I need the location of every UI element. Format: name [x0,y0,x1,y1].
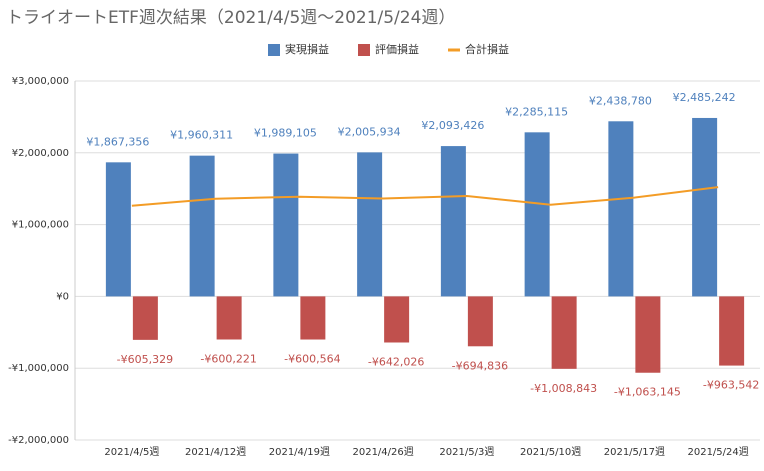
legend-label: 合計損益 [465,42,509,56]
bar [273,153,299,297]
data-label: ¥2,438,780 [589,94,652,107]
data-label: ¥1,867,356 [86,135,149,148]
y-tick-label: -¥2,000,000 [8,435,69,446]
data-label: -¥600,564 [284,353,340,366]
bar [719,296,745,366]
data-label: ¥2,005,934 [338,125,401,138]
bar [524,132,550,297]
line [131,186,719,207]
legend-label: 評価損益 [375,42,419,56]
y-tick-label: -¥1,000,000 [8,363,69,374]
data-label: -¥605,329 [117,353,173,366]
data-label: ¥2,485,242 [673,91,736,104]
bar [300,296,326,340]
bar [105,162,131,297]
bar [635,296,661,373]
data-label: -¥600,221 [200,352,256,365]
legend-label: 実現損益 [285,42,329,56]
bar [132,296,158,340]
bar [608,121,634,297]
bar [551,296,577,369]
data-label: -¥963,542 [703,379,759,392]
bar [467,296,493,347]
data-label: ¥1,960,311 [170,129,233,142]
x-tick-label: 2021/5/24週 [687,446,748,458]
y-tick-label: ¥2,000,000 [12,148,69,159]
bar [357,152,383,297]
x-tick-label: 2021/4/12週 [185,446,246,458]
data-label: ¥2,285,115 [505,105,568,118]
bar [216,296,242,340]
x-tick-label: 2021/5/3週 [439,446,494,458]
y-tick-label: ¥1,000,000 [12,220,69,231]
data-label: -¥642,026 [368,355,424,368]
x-tick-label: 2021/4/26週 [352,446,413,458]
y-tick-label: ¥3,000,000 [12,76,69,87]
bar [440,146,466,297]
chart-title: トライオートETF週次結果（2021/4/5週～2021/5/24週） [6,8,455,28]
x-tick-label: 2021/5/17週 [604,446,665,458]
y-tick-label: ¥0 [56,291,69,302]
data-label: ¥2,093,426 [421,119,484,132]
data-label: ¥1,989,105 [254,127,317,140]
bar [384,296,410,343]
x-tick-label: 2021/5/10週 [520,446,581,458]
legend-swatch [358,44,370,56]
data-label: -¥1,063,145 [614,386,681,399]
legend-swatch [268,44,280,56]
data-label: -¥694,836 [452,359,508,372]
x-tick-label: 2021/4/19週 [269,446,330,458]
bar [189,155,215,297]
data-label: -¥1,008,843 [530,382,597,395]
x-tick-label: 2021/4/5週 [104,446,159,458]
bar [692,117,718,297]
